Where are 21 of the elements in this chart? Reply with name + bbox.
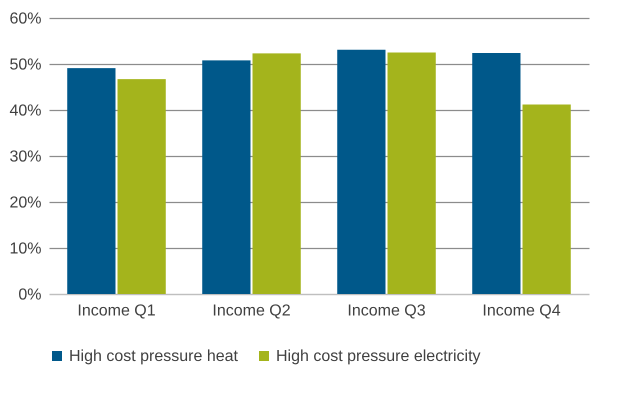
- bar: [202, 60, 250, 294]
- bar: [522, 104, 571, 294]
- legend-label: High cost pressure electricity: [276, 348, 481, 365]
- bar: [388, 52, 436, 294]
- y-tick-label: 30%: [9, 148, 42, 166]
- y-tick-label: 20%: [9, 194, 42, 212]
- x-tick-label: Income Q3: [347, 302, 426, 320]
- y-tick-label: 40%: [9, 102, 42, 120]
- bar: [252, 53, 301, 294]
- y-tick-label: 0%: [18, 286, 42, 304]
- bar: [472, 52, 520, 294]
- x-tick-label: Income Q2: [212, 302, 291, 320]
- bar: [337, 50, 386, 294]
- y-tick-label: 10%: [9, 240, 42, 258]
- bar: [67, 68, 116, 294]
- bar: [118, 79, 166, 294]
- y-tick-label: 60%: [9, 10, 42, 28]
- legend-label: High cost pressure heat: [69, 348, 239, 365]
- x-tick-label: Income Q4: [482, 302, 561, 320]
- y-tick-label: 50%: [9, 56, 42, 74]
- x-tick-label: Income Q1: [77, 302, 156, 320]
